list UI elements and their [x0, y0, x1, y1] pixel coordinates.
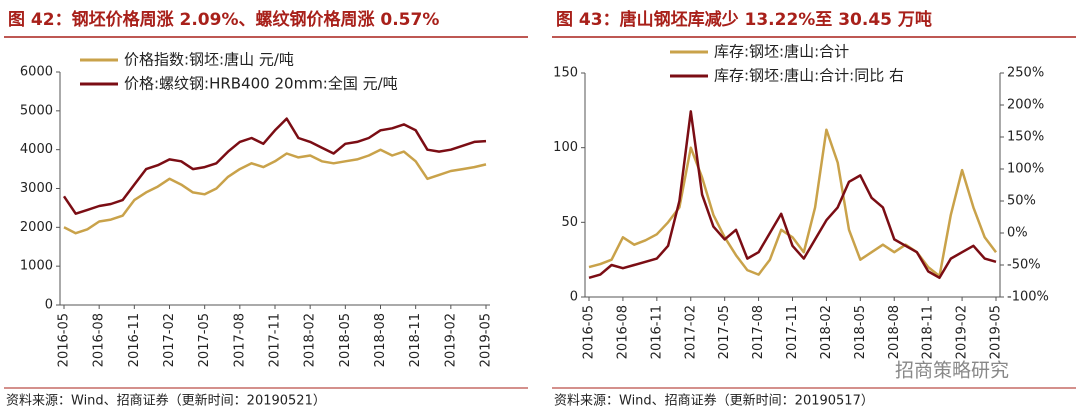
- y2-tick-label: 200%: [1007, 98, 1044, 113]
- x-tick-label: 2017-08: [232, 313, 247, 367]
- x-tick-label: 2017-11: [785, 305, 800, 359]
- x-tick-label: 2017-02: [683, 305, 698, 359]
- legend-label: 价格指数:钢坯:唐山 元/吨: [124, 51, 294, 69]
- legend-label: 库存:钢坯:唐山:合计: [714, 43, 849, 61]
- y2-tick-label: -100%: [1007, 290, 1049, 305]
- y2-tick-label: 250%: [1007, 66, 1044, 81]
- line: [588, 110, 997, 280]
- y-tick-label: 0: [570, 290, 578, 305]
- x-tick-label: 2017-08: [751, 305, 766, 359]
- chart-title: 图 42：钢坯价格周涨 2.09%、螺纹钢价格周涨 0.57%: [8, 9, 439, 30]
- x-tick-label: 2018-02: [303, 313, 318, 367]
- x-tick-label: 2019-05: [479, 313, 494, 367]
- y2-tick-label: 100%: [1007, 162, 1044, 177]
- source: 资料来源：Wind、招商证券（更新时间：20190521）: [6, 393, 326, 409]
- y-tick-label: 50: [561, 215, 578, 230]
- x-tick-label: 2017-11: [268, 313, 283, 367]
- source: 资料来源：Wind、招商证券（更新时间：20190517）: [554, 393, 874, 409]
- legend-label: 价格:螺纹钢:HRB400 20mm:全国 元/吨: [124, 75, 398, 93]
- line: [63, 148, 487, 235]
- x-tick-label: 2016-08: [615, 305, 630, 359]
- y2-tick-label: 0%: [1007, 226, 1028, 241]
- y2-tick-label: 150%: [1007, 130, 1044, 145]
- x-tick-label: 2018-05: [853, 305, 868, 359]
- x-tick-label: 2016-05: [57, 313, 72, 367]
- watermark: 招商策略研究: [895, 360, 1009, 382]
- y-tick-label: 100: [553, 140, 578, 155]
- x-tick-label: 2018-08: [373, 313, 388, 367]
- y-tick-label: 1000: [20, 259, 53, 274]
- x-tick-label: 2016-11: [127, 313, 142, 367]
- x-tick-label: 2019-02: [955, 305, 970, 359]
- x-tick-label: 2019-02: [443, 313, 458, 367]
- x-tick-label: 2017-02: [162, 313, 177, 367]
- y-tick-label: 6000: [20, 65, 53, 80]
- x-tick-label: 2018-05: [338, 313, 353, 367]
- line: [588, 128, 997, 278]
- x-tick-label: 2017-05: [717, 305, 732, 359]
- x-tick-label: 2016-08: [92, 313, 107, 367]
- x-tick-label: 2016-05: [582, 305, 597, 359]
- x-tick-label: 2018-08: [887, 305, 902, 359]
- x-tick-label: 2018-11: [408, 313, 423, 367]
- y-tick-label: 0: [45, 298, 53, 313]
- x-tick-label: 2019-05: [989, 305, 1004, 359]
- chart-title: 图 43：唐山钢坯库减少 13.22%至 30.45 万吨: [556, 9, 932, 30]
- x-tick-label: 2018-02: [819, 305, 834, 359]
- legend-label: 库存:钢坯:唐山:合计:同比 右: [714, 67, 904, 85]
- y-tick-label: 4000: [20, 142, 53, 157]
- y2-tick-label: -50%: [1007, 258, 1041, 273]
- x-tick-label: 2017-05: [197, 313, 212, 367]
- y-tick-label: 3000: [20, 181, 53, 196]
- line: [62, 117, 487, 215]
- x-tick-label: 2016-11: [649, 305, 664, 359]
- y-tick-label: 150: [553, 66, 578, 81]
- y-tick-label: 2000: [20, 220, 53, 235]
- y-tick-label: 5000: [20, 103, 53, 118]
- x-tick-label: 2018-11: [921, 305, 936, 359]
- y2-tick-label: 50%: [1007, 194, 1036, 209]
